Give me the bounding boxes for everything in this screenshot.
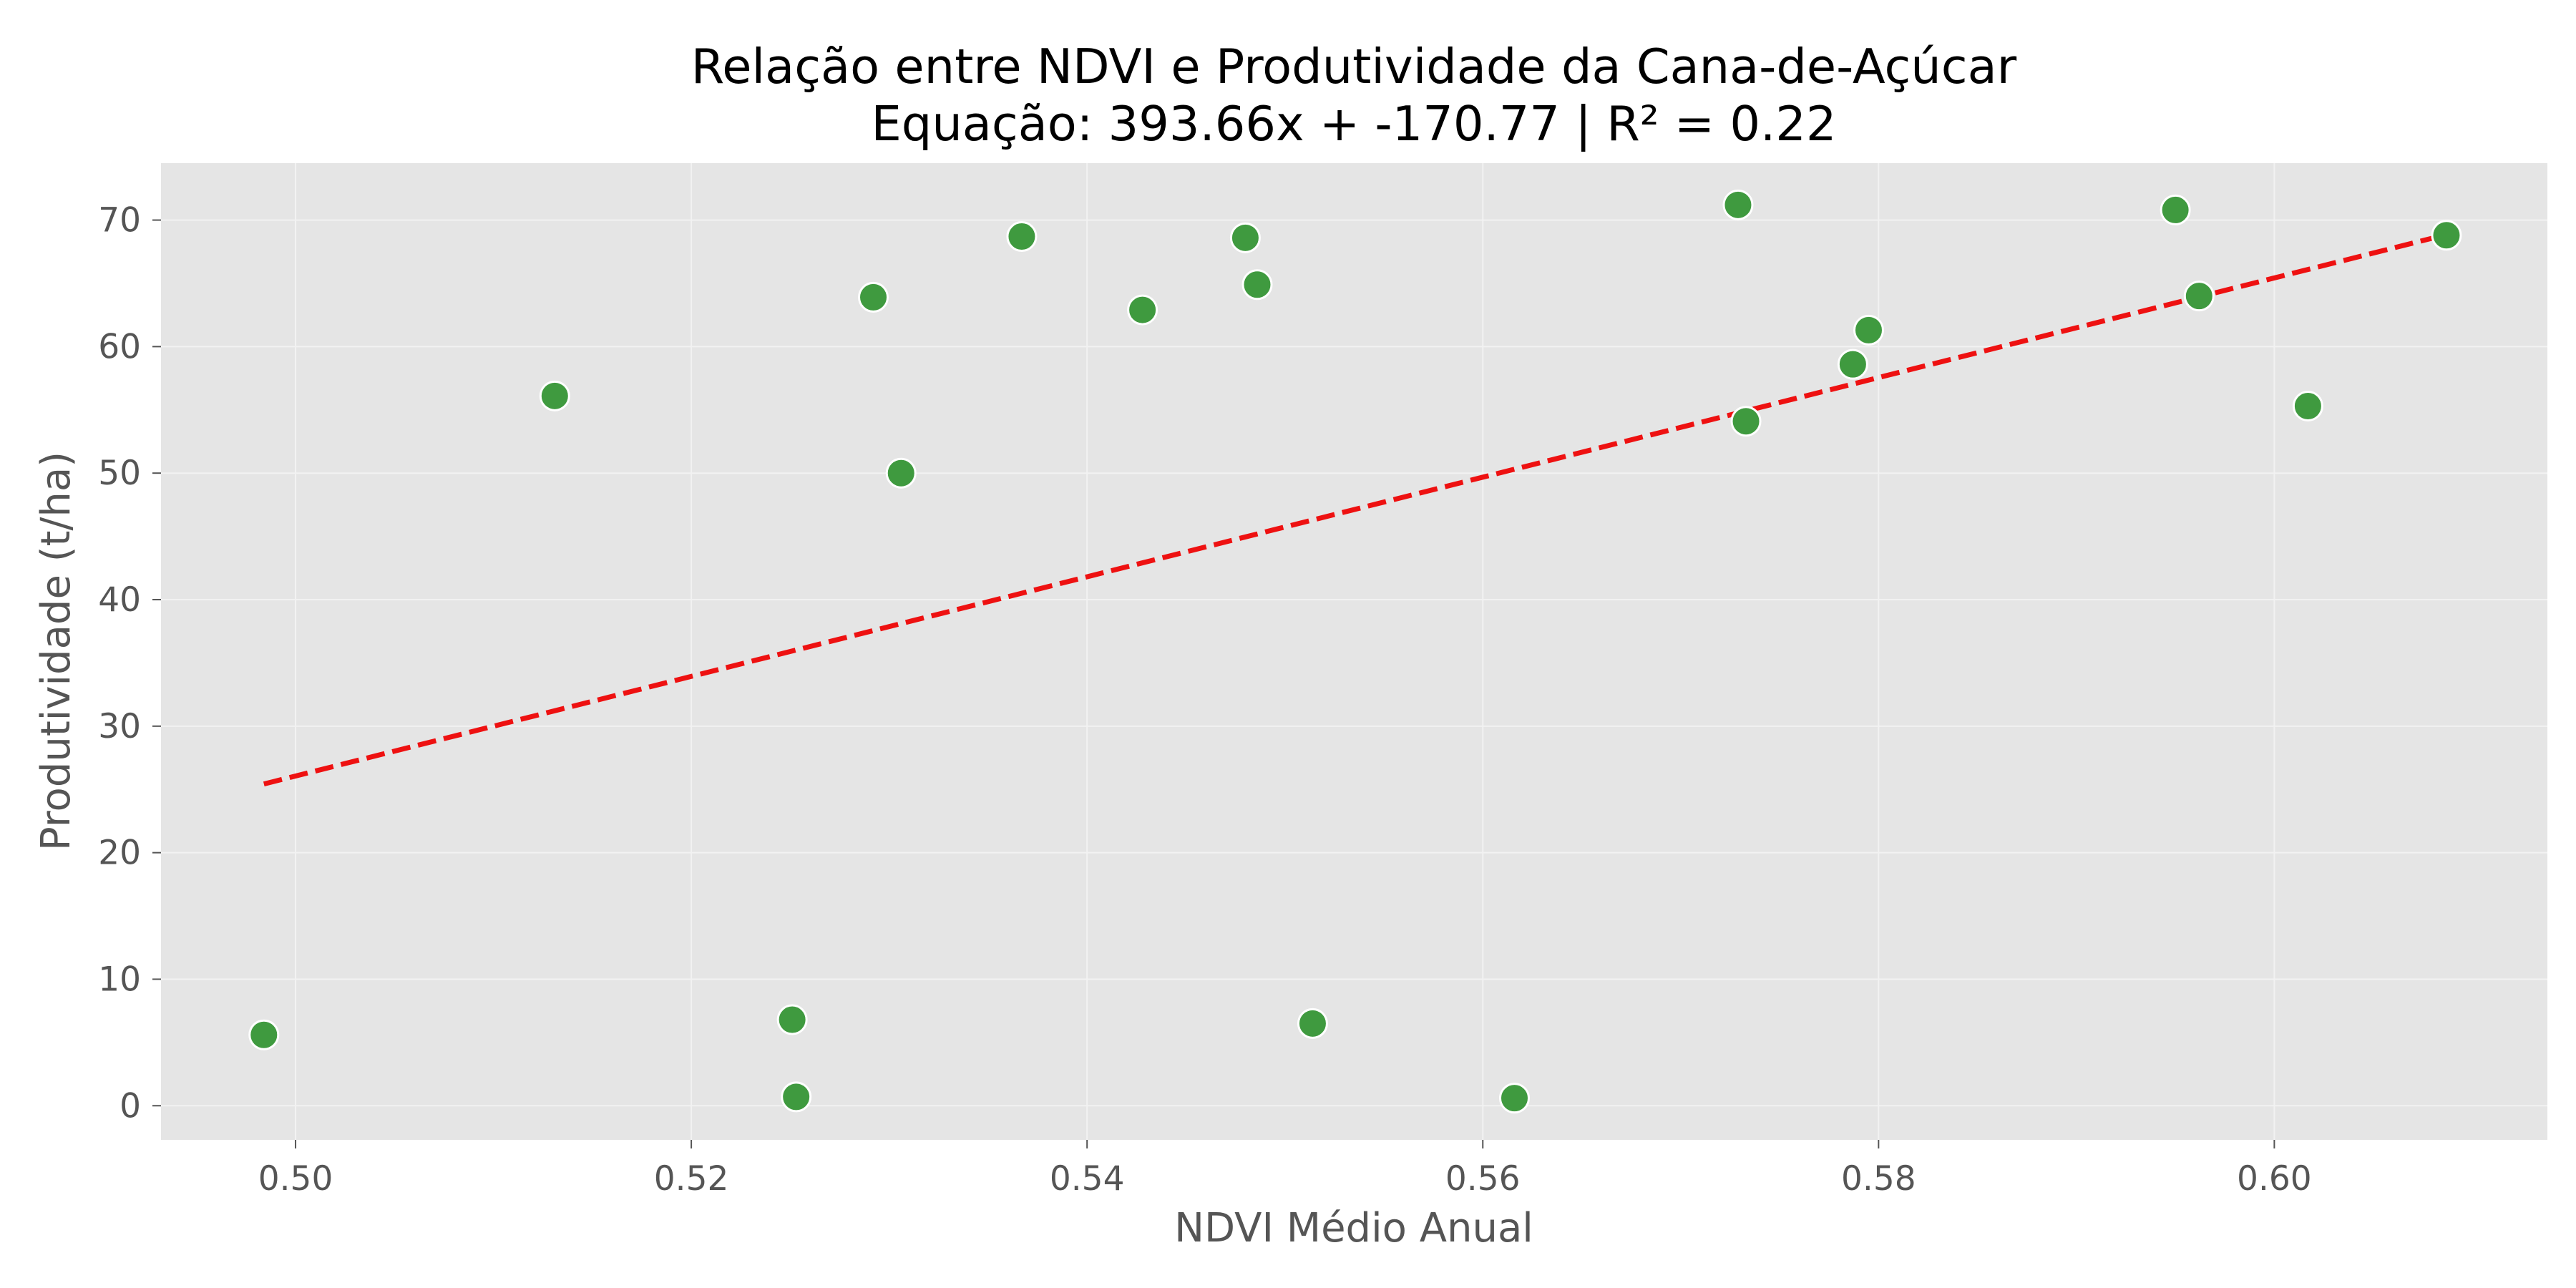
y-tick-label: 70 [98,201,141,240]
data-point [2431,220,2462,251]
chart-title: Relação entre NDVI e Produtividade da Ca… [691,39,2017,94]
x-tick-label: 0.54 [1050,1159,1125,1199]
data-point [248,1019,280,1050]
data-point [2183,280,2215,312]
grid [161,163,2547,1140]
y-axis-label: Produtividade (t/ha) [33,452,79,851]
x-axis-label: NDVI Médio Anual [1174,1205,1533,1252]
data-point [781,1081,812,1113]
data-point [1127,294,1158,326]
y-tick-label: 50 [98,454,141,493]
data-point [1498,1083,1530,1114]
data-point [858,281,889,313]
y-tick-label: 20 [98,834,141,873]
data-point [539,380,570,411]
data-point [1297,1008,1328,1039]
regression-layer [263,232,2447,787]
x-tick-label: 0.50 [258,1159,333,1199]
x-tick-label: 0.56 [1445,1159,1521,1199]
data-points [248,189,2462,1114]
data-point [1229,222,1261,253]
data-point [2160,194,2191,225]
data-point [1241,269,1273,301]
y-tick-label: 30 [98,707,141,746]
data-point [2292,390,2323,421]
regression-line [263,232,2447,787]
data-point [1722,189,1754,220]
data-point [885,457,917,489]
x-tick-label: 0.60 [2237,1159,2312,1199]
plot-area [161,163,2547,1140]
y-axis-ticks: 0 10 20 30 40 50 60 70 [98,201,161,1126]
x-axis-ticks: 0.50 0.52 0.54 0.56 0.58 0.60 [258,1140,2312,1199]
chart-subtitle: Equação: 393.66x + -170.77 | R² = 0.22 [871,96,1836,152]
x-tick-label: 0.52 [654,1159,729,1199]
y-tick-label: 10 [98,960,141,999]
data-point [776,1004,808,1035]
data-point [1837,348,1868,380]
x-tick-label: 0.58 [1841,1159,1916,1199]
y-tick-label: 60 [98,327,141,366]
data-point [1730,406,1762,437]
y-tick-label: 40 [98,580,141,620]
data-point [1006,221,1038,253]
y-tick-label: 0 [119,1086,141,1126]
data-point [1853,314,1884,346]
